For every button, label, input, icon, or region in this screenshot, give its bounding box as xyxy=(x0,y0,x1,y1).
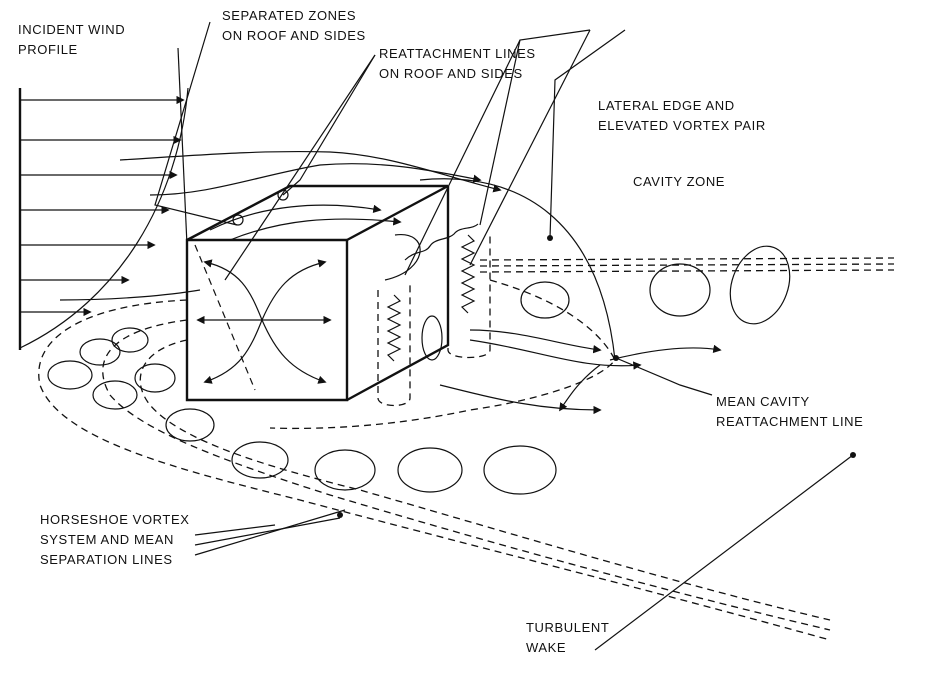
label-incident-wind: INCIDENT WIND PROFILE xyxy=(18,22,129,57)
label-mean-cavity: MEAN CAVITY REATTACHMENT LINE xyxy=(716,394,863,429)
label-turbulent-wake: TURBULENT WAKE xyxy=(526,620,613,655)
label-reattachment-lines: REATTACHMENT LINES ON ROOF AND SIDES xyxy=(379,46,540,81)
horseshoe-vortex-system xyxy=(38,299,831,641)
lateral-edge-vortex-pair xyxy=(377,223,491,407)
wake-eddies xyxy=(439,245,791,415)
incident-wind-profile xyxy=(18,87,189,350)
building-block xyxy=(185,184,450,402)
approach-flow-lines xyxy=(59,150,502,301)
label-horseshoe: HORSESHOE VORTEX SYSTEM AND MEAN SEPARAT… xyxy=(40,512,194,567)
label-separated-zones: SEPARATED ZONES ON ROOF AND SIDES xyxy=(222,8,366,43)
leader-dots xyxy=(337,235,856,518)
label-lateral-edge: LATERAL EDGE AND ELEVATED VORTEX PAIR xyxy=(598,98,766,133)
leader-lines xyxy=(154,21,854,651)
label-cavity-zone: CAVITY ZONE xyxy=(633,174,725,189)
